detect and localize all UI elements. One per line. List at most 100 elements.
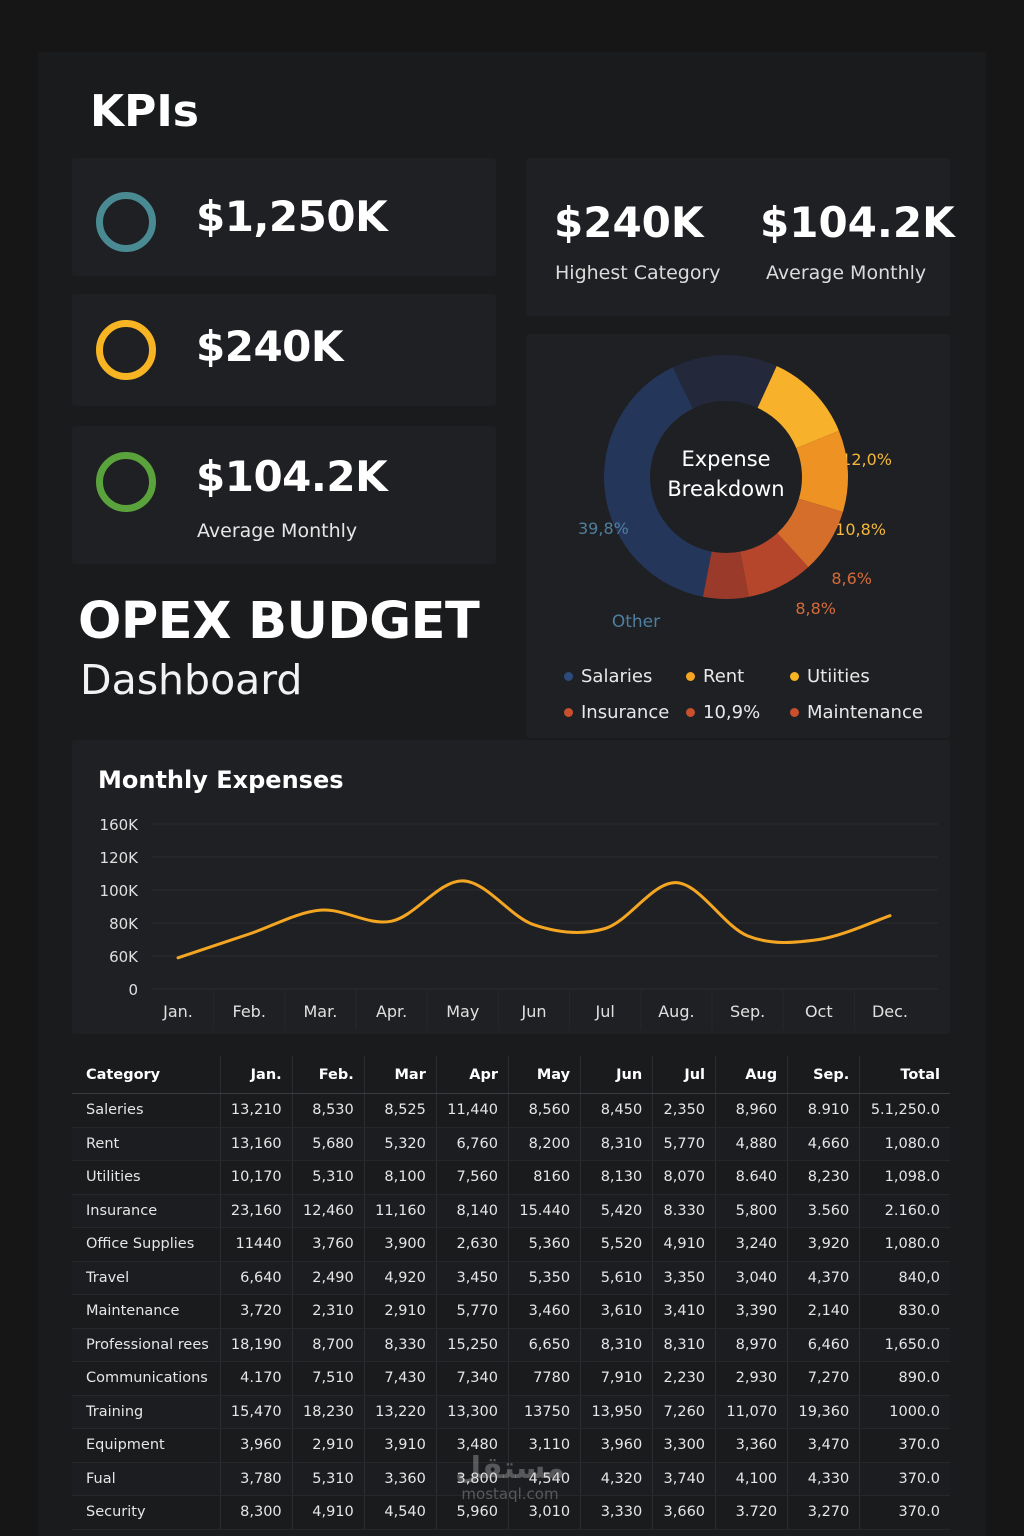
x-tick-label: Jun bbox=[521, 1002, 547, 1021]
table-value-cell: 11,160 bbox=[364, 1194, 437, 1228]
table-row: Insurance 23,160 12,460 11,160 8,140 15.440 5,… bbox=[72, 1194, 950, 1228]
table-value-cell: 5,310 bbox=[292, 1462, 365, 1496]
table-row: Fual 3,780 5,310 3,360 3,800 4,540 4,320 3,740 4… bbox=[72, 1462, 950, 1496]
legend-label: 10,9% bbox=[703, 702, 761, 723]
kpi-ring-icon bbox=[96, 452, 156, 512]
table-value-cell: 7,510 bbox=[292, 1361, 365, 1396]
legend-item-utilities: Utiities bbox=[790, 666, 870, 687]
table-value-cell: 12,460 bbox=[292, 1194, 365, 1228]
table-value-cell: 5,310 bbox=[292, 1160, 365, 1195]
table-value-cell: 8,310 bbox=[652, 1328, 717, 1362]
table-value-cell: 7,260 bbox=[652, 1395, 717, 1429]
table-header-cell: Jan. bbox=[220, 1056, 293, 1094]
table-value-cell: 8,070 bbox=[652, 1160, 717, 1195]
table-value-cell: 830.0 bbox=[859, 1294, 950, 1329]
table-value-cell: 2,140 bbox=[787, 1294, 861, 1329]
table-value-cell: 4.170 bbox=[220, 1361, 293, 1396]
table-value-cell: 3,460 bbox=[508, 1294, 582, 1329]
kpi-card-total: $1,250K bbox=[72, 158, 496, 276]
table-value-cell: 8,560 bbox=[508, 1093, 582, 1128]
legend-item-percent: 10,9% bbox=[686, 702, 760, 723]
table-value-cell: 3,960 bbox=[220, 1428, 293, 1463]
x-tick-label: Apr. bbox=[376, 1002, 407, 1021]
table-value-cell: 3,410 bbox=[652, 1294, 717, 1329]
legend-dot-icon bbox=[790, 708, 799, 717]
donut-center-label-2: Breakdown bbox=[667, 477, 784, 501]
table-value-cell: 2,230 bbox=[652, 1361, 717, 1396]
kpi-ring-icon bbox=[96, 192, 156, 252]
table-category-cell: Travel bbox=[72, 1261, 221, 1295]
table-value-cell: 4,910 bbox=[292, 1495, 365, 1530]
legend-dot-icon bbox=[686, 708, 695, 717]
legend-dot-icon bbox=[790, 672, 799, 681]
table-value-cell: 7,910 bbox=[580, 1361, 654, 1396]
donut-slice-insurance bbox=[777, 498, 843, 568]
table-value-cell: 370.0 bbox=[859, 1428, 950, 1463]
table-value-cell: 8,140 bbox=[436, 1194, 509, 1228]
kpi-card-highest: $240K bbox=[72, 294, 496, 406]
legend-label: Insurance bbox=[581, 702, 670, 723]
table-value-cell: 2,910 bbox=[364, 1294, 437, 1329]
table-value-cell: 15,470 bbox=[220, 1395, 293, 1429]
legend-label: Salaries bbox=[581, 666, 653, 687]
table-value-cell: 8,330 bbox=[364, 1328, 437, 1362]
table-value-cell: 8,450 bbox=[580, 1093, 654, 1128]
table-value-cell: 4,320 bbox=[580, 1462, 654, 1496]
legend-item-salaries: Salaries bbox=[564, 666, 652, 687]
legend-dot-icon bbox=[564, 708, 573, 717]
kpi-value: $240K bbox=[196, 322, 343, 371]
table-value-cell: 7,340 bbox=[436, 1361, 509, 1396]
table-value-cell: 1,650.0 bbox=[859, 1328, 950, 1362]
table-value-cell: 3,330 bbox=[580, 1495, 654, 1530]
table-header-cell: Sep. bbox=[787, 1056, 861, 1094]
legend-label: Utiities bbox=[807, 666, 870, 687]
donut-other-label: Other bbox=[612, 612, 660, 632]
budget-table-wrap: Category Jan. Feb. Mar Apr May Jun Jul Aug Sep. To… bbox=[72, 1056, 950, 1530]
table-value-cell: 5,520 bbox=[580, 1227, 654, 1262]
chart-title: Monthly Expenses bbox=[98, 766, 344, 794]
table-value-cell: 3,300 bbox=[652, 1428, 717, 1463]
table-value-cell: 5,320 bbox=[364, 1127, 437, 1161]
table-value-cell: 3.720 bbox=[715, 1495, 789, 1530]
donut-label-insurance: 8,6% bbox=[831, 569, 872, 588]
table-value-cell: 3,360 bbox=[364, 1462, 437, 1496]
table-header-cell: Mar bbox=[364, 1056, 437, 1094]
table-value-cell: 11440 bbox=[220, 1227, 293, 1262]
donut-label-rent: 10,8% bbox=[835, 520, 886, 539]
table-value-cell: 13,210 bbox=[220, 1093, 293, 1128]
table-value-cell: 3,780 bbox=[220, 1462, 293, 1496]
y-tick-label: 100K bbox=[100, 882, 140, 900]
table-header-cell: May bbox=[508, 1056, 582, 1094]
table-value-cell: 7,560 bbox=[436, 1160, 509, 1195]
table-value-cell: 3,900 bbox=[364, 1227, 437, 1262]
dashboard-title: OPEX BUDGET bbox=[78, 592, 480, 651]
donut-label-utilities: 12,0% bbox=[841, 450, 892, 469]
table-value-cell: 3,660 bbox=[652, 1495, 717, 1530]
table-value-cell: 18,190 bbox=[220, 1328, 293, 1362]
table-value-cell: 13,220 bbox=[364, 1395, 437, 1429]
table-category-cell: Equipment bbox=[72, 1428, 221, 1463]
table-value-cell: 5.1,250.0 bbox=[859, 1093, 950, 1128]
table-value-cell: 4,370 bbox=[787, 1261, 861, 1295]
table-value-cell: 2,350 bbox=[652, 1093, 717, 1128]
table-value-cell: 3,360 bbox=[715, 1428, 789, 1463]
donut-slice-salaries bbox=[604, 367, 712, 597]
table-value-cell: 5,420 bbox=[580, 1194, 654, 1228]
table-row: Maintenance 3,720 2,310 2,910 5,770 3,460 3,61… bbox=[72, 1294, 950, 1329]
table-value-cell: 2,930 bbox=[715, 1361, 789, 1396]
donut-center-label-1: Expense bbox=[681, 447, 770, 471]
table-value-cell: 8160 bbox=[508, 1160, 582, 1195]
y-tick-label: 120K bbox=[100, 849, 140, 867]
series-line bbox=[176, 879, 892, 960]
donut-slice-maintenance bbox=[740, 533, 809, 597]
kpi-card-average: $104.2K Average Monthly bbox=[72, 426, 496, 564]
table-category-cell: Fual bbox=[72, 1462, 221, 1496]
legend-item-insurance: Insurance bbox=[564, 702, 669, 723]
table-category-cell: Training bbox=[72, 1395, 221, 1429]
dashboard-subtitle: Dashboard bbox=[80, 656, 303, 704]
x-tick-label: Mar. bbox=[303, 1002, 337, 1021]
table-header-cell: Jul bbox=[652, 1056, 717, 1094]
stat-average-value: $104.2K bbox=[760, 198, 955, 247]
table-value-cell: 3,480 bbox=[436, 1428, 509, 1463]
table-value-cell: 11,070 bbox=[715, 1395, 789, 1429]
